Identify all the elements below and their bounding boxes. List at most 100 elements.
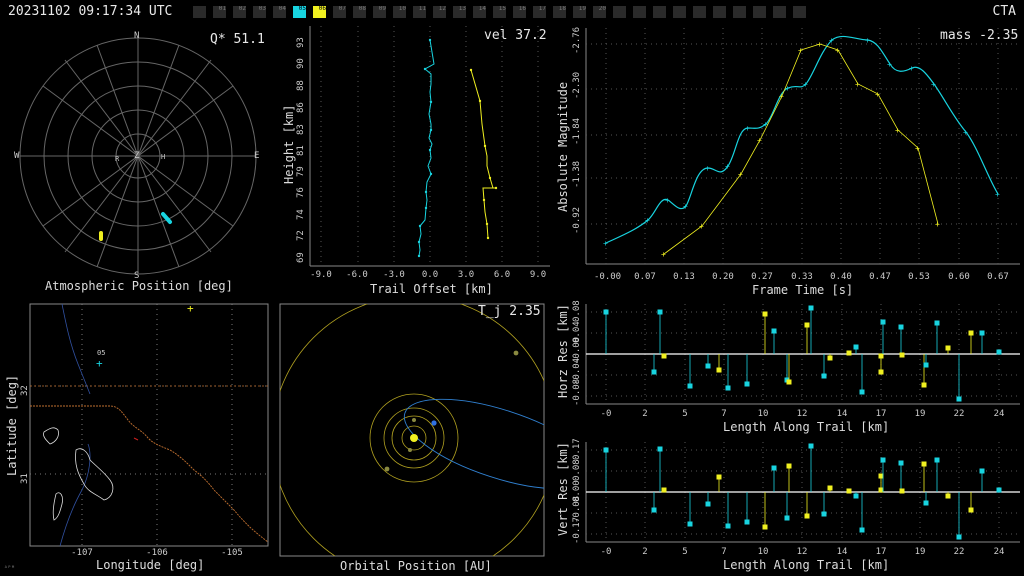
tisserand-readout: T_j 2.35 <box>478 304 541 319</box>
mag-y-tick: -1.84 <box>572 117 582 145</box>
trail-y-tick: 69 <box>296 252 306 263</box>
vert-xlabel: Length Along Trail [km] <box>723 558 890 572</box>
svg-text:+: + <box>865 36 870 45</box>
horz-stems-marker <box>979 330 985 336</box>
svg-text:+: + <box>665 196 670 205</box>
horz-xlabel: Length Along Trail [km] <box>723 420 890 434</box>
vert-stems-marker <box>859 527 865 533</box>
vert-stems-marker <box>956 534 962 540</box>
north-label: N <box>134 31 140 41</box>
mag-y-tick: -0.92 <box>572 206 582 234</box>
corner-mark: ᴬᴾᴹ <box>4 565 15 572</box>
station-box-19: 19 <box>573 6 586 18</box>
mag-xlabel: Frame Time [s] <box>752 283 854 297</box>
vert-stems-marker <box>705 501 711 507</box>
station-box-blank-0 <box>193 6 206 18</box>
horz-stems-marker <box>804 322 810 328</box>
svg-text:+: + <box>757 136 762 145</box>
vert-stems-marker <box>846 488 852 494</box>
trail-y-tick: 72 <box>296 230 306 241</box>
station-box-blank-28 <box>753 6 766 18</box>
vert-stems-marker <box>771 465 777 471</box>
trail-y-tick: 93 <box>296 37 306 48</box>
horz-stems-marker <box>687 383 693 389</box>
orbit-title: Orbital Position [AU] <box>340 559 492 573</box>
station-box-12: 12 <box>433 6 446 18</box>
station-box-blank-22 <box>633 6 646 18</box>
horz-stems-marker <box>945 345 951 351</box>
vert-x-tick: 5 <box>682 547 688 557</box>
velocity-readout: vel 37.2 <box>484 28 547 43</box>
south-label: S <box>134 271 140 281</box>
trail-xlabel: Trail Offset [km] <box>370 282 493 296</box>
station-box-07: 07 <box>333 6 346 18</box>
horz-stems-marker <box>921 382 927 388</box>
vert-y-tick: -0.17 <box>572 516 582 544</box>
vert-x-tick: 7 <box>721 547 727 557</box>
mag-x-tick: 0.27 <box>751 272 773 282</box>
station-box-01: 01 <box>213 6 226 18</box>
station-box-10: 10 <box>393 6 406 18</box>
horz-x-tick: -0 <box>600 409 612 419</box>
svg-text:+: + <box>96 357 103 370</box>
svg-text:+: + <box>963 128 968 137</box>
svg-text:+: + <box>705 164 710 173</box>
mag-y-tick: -1.38 <box>572 160 582 188</box>
polar-title: Atmospheric Position [deg] <box>45 279 233 293</box>
horz-stems-marker <box>725 385 731 391</box>
station-box-06: 06 <box>313 6 326 18</box>
svg-text:+: + <box>817 40 822 49</box>
station-box-09: 09 <box>373 6 386 18</box>
horz-stems-marker <box>657 309 663 315</box>
atmospheric-position-plot <box>19 37 257 275</box>
svg-text:+: + <box>915 144 920 153</box>
horz-stems-marker <box>934 320 940 326</box>
horz-y-tick: 0.08 <box>572 300 582 322</box>
svg-text:+: + <box>661 250 666 259</box>
station-box-08: 08 <box>353 6 366 18</box>
vert-stems-marker <box>979 468 985 474</box>
svg-text:+: + <box>935 220 940 229</box>
mag-x-tick: 0.67 <box>987 272 1009 282</box>
map-y-tick: 32 <box>20 385 30 396</box>
svg-text:+: + <box>738 170 743 179</box>
mag-x-tick: 0.13 <box>673 272 695 282</box>
orbital-position-plot <box>279 303 545 557</box>
horz-stems-marker <box>899 352 905 358</box>
svg-text:+: + <box>909 64 914 73</box>
trail-y-tick: 74 <box>296 209 306 220</box>
svg-text:+: + <box>829 36 834 45</box>
horz-x-tick: 14 <box>836 409 848 419</box>
vert-x-tick: 24 <box>993 547 1005 557</box>
vert-stems-marker <box>808 443 814 449</box>
vert-stems-marker <box>968 507 974 513</box>
svg-text:+: + <box>798 46 803 55</box>
horz-stems-marker <box>923 362 929 368</box>
horz-stems-marker <box>771 328 777 334</box>
vert-stems-marker <box>996 487 1002 493</box>
event-timestamp: 20231102 09:17:34 UTC <box>8 4 173 19</box>
svg-text:+: + <box>603 239 608 248</box>
network-name: CTA <box>992 4 1016 19</box>
horz-stems-marker <box>762 311 768 317</box>
vert-stems-marker <box>878 473 884 479</box>
station-box-blank-27 <box>733 6 746 18</box>
vert-stems-marker <box>923 500 929 506</box>
mag-x-tick: 0.60 <box>948 272 970 282</box>
mag-x-tick: 0.47 <box>869 272 891 282</box>
svg-text:+: + <box>835 46 840 55</box>
mag-x-tick: 0.07 <box>634 272 656 282</box>
west-label: W <box>14 151 20 161</box>
svg-text:+: + <box>785 84 790 93</box>
trail-offset-plot <box>309 26 550 267</box>
horz-stems-marker <box>705 363 711 369</box>
vert-x-tick: 2 <box>642 547 648 557</box>
horz-x-tick: 22 <box>953 409 965 419</box>
horz-stems-marker <box>821 373 827 379</box>
vert-stems-marker <box>899 488 905 494</box>
horz-x-tick: 17 <box>875 409 887 419</box>
trail-y-tick: 81 <box>296 145 306 156</box>
vert-x-tick: 14 <box>836 547 848 557</box>
trail-ylabel: Height [km] <box>282 104 296 184</box>
vert-x-tick: 12 <box>796 547 808 557</box>
